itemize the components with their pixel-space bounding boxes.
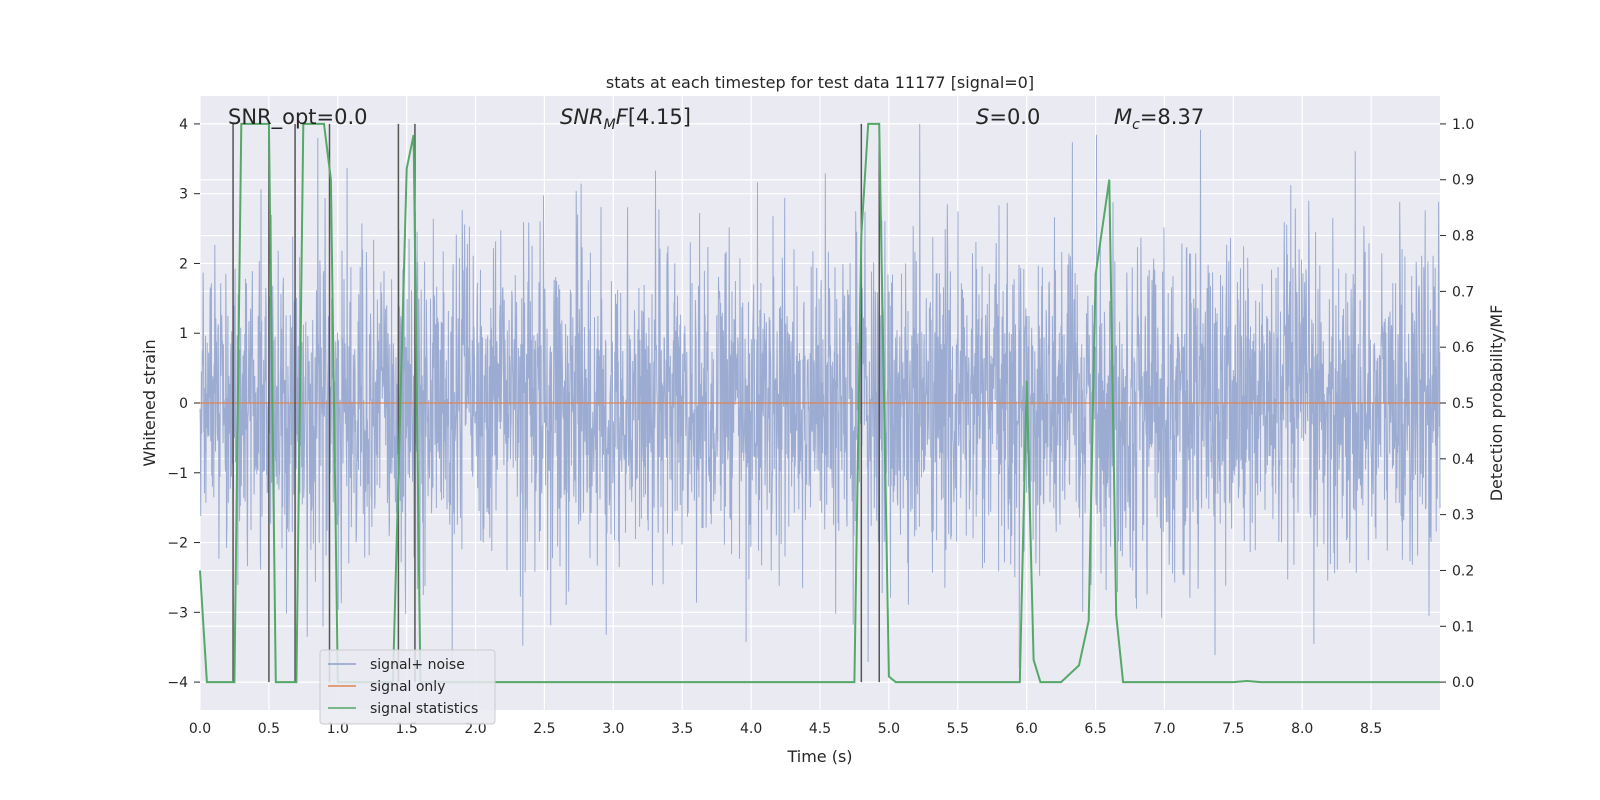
- y-tick-label-right: 0.8: [1452, 229, 1474, 245]
- y-tick-label-right: 0.1: [1452, 619, 1474, 635]
- x-axis-label: Time (s): [786, 747, 852, 766]
- y-axis-left-label: Whitened strain: [140, 339, 159, 466]
- x-tick-label: 8.5: [1360, 721, 1382, 737]
- x-tick-label: 5.5: [947, 721, 969, 737]
- x-tick-label: 0.5: [258, 721, 280, 737]
- x-tick-label: 7.5: [1222, 721, 1244, 737]
- x-tick-label: 4.5: [809, 721, 831, 737]
- legend-label-signal-statistics: signal statistics: [370, 701, 478, 717]
- y-tick-label-right: 0.3: [1452, 508, 1474, 524]
- x-tick-label: 6.5: [1084, 721, 1106, 737]
- y-tick-label-left: −4: [167, 675, 188, 691]
- signal-noise-line: [199, 123, 1441, 669]
- ticks: 0.0 0.5 1.0 1.5 2.0 2.5 3.0 3.5 4.0 4.5 5.0 5.5 6.0 6…: [167, 117, 1474, 737]
- chart-title: stats at each timestep for test data 111…: [606, 73, 1034, 92]
- legend-box: [319, 649, 496, 725]
- x-tick-label: 6.0: [1016, 721, 1038, 737]
- y-tick-label-left: 0: [179, 396, 188, 412]
- y-tick-label-right: 0.4: [1452, 452, 1474, 468]
- annotation-s-value: =0.0: [989, 105, 1040, 129]
- x-tick-label: 2.0: [464, 721, 486, 737]
- annotation-snr-mf-value: [4.15]: [628, 105, 691, 129]
- y-tick-label-right: 0.7: [1452, 284, 1474, 300]
- legend: signal+ noise signal only signal statist…: [319, 649, 496, 725]
- y-tick-label-right: 1.0: [1452, 117, 1474, 133]
- annotation-s: S=0.0: [976, 105, 1040, 129]
- signal-statistics-line: [199, 122, 1440, 684]
- signal-noise-series: [199, 123, 1441, 669]
- annotation-snr-mf: SNRMF[4.15]: [560, 105, 691, 133]
- x-tick-label: 4.0: [740, 721, 762, 737]
- signal-statistics-series: [199, 122, 1440, 684]
- annotation-mc-value: =8.37: [1140, 105, 1204, 129]
- vertical-markers: [232, 123, 880, 683]
- annotation-mc: Mc=8.37: [1114, 105, 1204, 133]
- y-tick-label-left: 4: [179, 117, 188, 133]
- y-tick-label-left: 3: [179, 187, 188, 203]
- x-tick-label: 5.0: [878, 721, 900, 737]
- y-tick-label-left: −1: [167, 466, 188, 482]
- y-tick-label-right: 0.5: [1452, 396, 1474, 412]
- x-tick-label: 1.5: [396, 721, 418, 737]
- x-tick-label: 0.0: [189, 721, 211, 737]
- y-axis-right-label: Detection probability/MF: [1487, 305, 1506, 502]
- x-tick-label: 3.5: [671, 721, 693, 737]
- y-tick-label-right: 0.0: [1452, 675, 1474, 691]
- annotation-snr-opt: SNR_opt=0.0: [228, 105, 368, 130]
- x-tick-label: 2.5: [533, 721, 555, 737]
- y-tick-label-left: −2: [167, 536, 188, 552]
- y-tick-label-left: 2: [179, 256, 188, 272]
- x-tick-label: 3.0: [602, 721, 624, 737]
- y-tick-label-left: 1: [179, 326, 188, 342]
- x-tick-label: 8.0: [1291, 721, 1313, 737]
- y-tick-label-right: 0.6: [1452, 340, 1474, 356]
- y-tick-label-right: 0.9: [1452, 173, 1474, 189]
- x-tick-label: 7.0: [1153, 721, 1175, 737]
- x-tick-label: 1.0: [327, 721, 349, 737]
- legend-label-signal-noise: signal+ noise: [370, 657, 465, 673]
- legend-label-signal-only: signal only: [370, 679, 445, 695]
- y-tick-label-left: −3: [167, 605, 188, 621]
- y-tick-label-right: 0.2: [1452, 563, 1474, 579]
